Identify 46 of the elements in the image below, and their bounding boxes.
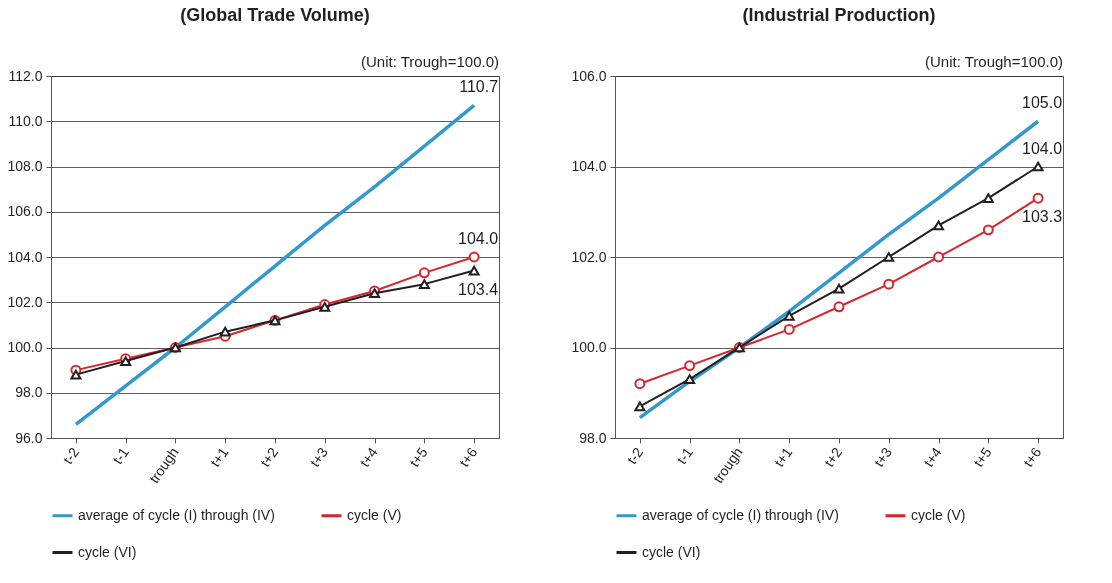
y-tick-label: 110.0	[8, 112, 43, 129]
x-tick-label: t-2	[623, 444, 647, 467]
x-tick-label: t+4	[356, 444, 381, 470]
y-tick-label: 106.0	[571, 67, 607, 84]
annotation: 104.0	[1022, 139, 1063, 157]
x-tick-label: t+1	[206, 444, 232, 470]
x-tick-label: t+6	[1019, 444, 1045, 470]
y-tick-label: 104.0	[571, 158, 607, 174]
y-tick-label: 98.0	[15, 384, 43, 401]
y-tick-label: 108.0	[7, 158, 43, 174]
x-tick-label: t+3	[870, 444, 896, 470]
annotation: 104.0	[458, 230, 499, 247]
y-tick-label: 112.0	[8, 67, 43, 84]
x-tick-label: t+5	[970, 444, 995, 470]
chart-subtitle: (Unit: Trough=100.0)	[361, 53, 499, 70]
y-tick-label: 100.0	[7, 339, 43, 355]
y-tick-label: 96.0	[15, 429, 43, 446]
legend-label: average of cycle (I) through (IV)	[78, 506, 275, 523]
x-tick-label: t-1	[109, 444, 133, 467]
legend-label: cycle (VI)	[78, 543, 137, 560]
x-tick-label: t+6	[455, 444, 481, 470]
chart-title: (Global Trade Volume)	[180, 5, 370, 25]
x-tick-label: t+2	[256, 444, 282, 470]
annotation: 105.0	[1022, 94, 1063, 112]
chart-subtitle: (Unit: Trough=100.0)	[925, 53, 1063, 70]
legend-label: cycle (VI)	[642, 543, 701, 560]
x-tick-label: t-2	[59, 444, 83, 467]
y-tick-label: 104.0	[7, 248, 43, 265]
y-tick-label: 100.0	[571, 339, 607, 355]
x-tick-label: t+5	[406, 444, 431, 470]
y-tick-label: 102.0	[7, 293, 43, 310]
legend-label: average of cycle (I) through (IV)	[642, 506, 839, 523]
y-tick-label: 98.0	[579, 429, 607, 446]
y-tick-label: 102.0	[571, 248, 607, 265]
annotation: 103.3	[1022, 208, 1063, 226]
legend-label: cycle (V)	[347, 506, 402, 523]
x-tick-label: t+2	[820, 444, 846, 470]
legend-label: cycle (V)	[911, 506, 966, 523]
x-tick-label: t+1	[770, 444, 796, 470]
annotation: 103.4	[458, 280, 499, 298]
x-tick-label: t-1	[673, 444, 697, 467]
annotation: 110.7	[459, 78, 499, 96]
y-tick-label: 106.0	[7, 203, 43, 220]
x-tick-label: t+3	[306, 444, 332, 470]
x-tick-label: t+4	[920, 444, 945, 470]
chart-title: (Industrial Production)	[742, 5, 936, 25]
